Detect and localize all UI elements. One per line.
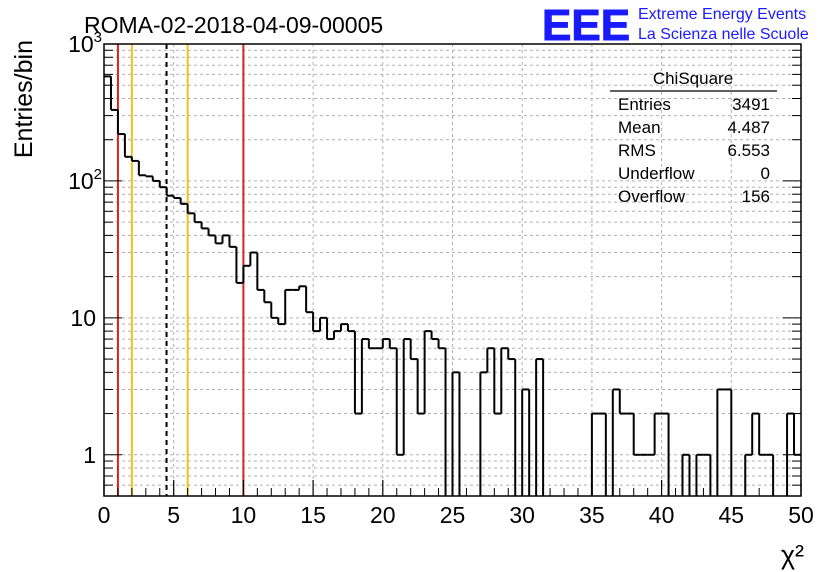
stats-label-mean: Mean: [618, 118, 661, 137]
stats-label-underflow: Underflow: [618, 164, 695, 183]
stats-value-mean: 4.487: [727, 118, 770, 137]
y-tick-labels: 1 10 102 103: [68, 29, 102, 468]
chart-title: ROMA-02-2018-04-09-00005: [84, 12, 383, 38]
x-tick-label: 25: [440, 502, 466, 528]
y-axis-label: Entries/bin: [10, 40, 38, 158]
axis-ticks: [103, 49, 802, 496]
x-tick-label: 15: [300, 502, 326, 528]
logo-line-1: Extreme Energy Events: [638, 6, 806, 23]
y-tick-label: 10: [70, 305, 96, 331]
stats-value-underflow: 0: [761, 164, 770, 183]
stats-title: ChiSquare: [653, 69, 733, 88]
x-tick-label: 10: [231, 502, 257, 528]
stats-label-entries: Entries: [618, 95, 671, 114]
x-tick-label: 45: [719, 502, 745, 528]
stats-value-rms: 6.553: [727, 141, 770, 160]
eee-logo: EEE: [542, 1, 630, 50]
x-tick-label: 0: [98, 502, 111, 528]
x-tick-label: 30: [509, 502, 535, 528]
x-axis-label: χ²: [781, 540, 804, 570]
x-tick-label: 20: [370, 502, 396, 528]
y-tick-label: 102: [68, 166, 102, 194]
stats-label-overflow: Overflow: [618, 187, 686, 206]
x-tick-labels: 0 5 10 15 20 25 30 35 40 45 50: [98, 502, 814, 528]
logo-line-2: La Scienza nelle Scuole: [638, 26, 809, 43]
x-tick-label: 5: [167, 502, 180, 528]
x-tick-label: 40: [649, 502, 675, 528]
stats-value-entries: 3491: [732, 95, 770, 114]
x-tick-label: 35: [579, 502, 605, 528]
y-tick-label: 1: [83, 442, 96, 468]
x-tick-label: 50: [788, 502, 814, 528]
stats-box: ChiSquare Entries 3491 Mean 4.487 RMS 6.…: [610, 69, 777, 206]
stats-value-overflow: 156: [742, 187, 770, 206]
stats-label-rms: RMS: [618, 141, 656, 160]
y-tick-label: 103: [68, 29, 102, 57]
reference-lines: [116, 44, 245, 496]
